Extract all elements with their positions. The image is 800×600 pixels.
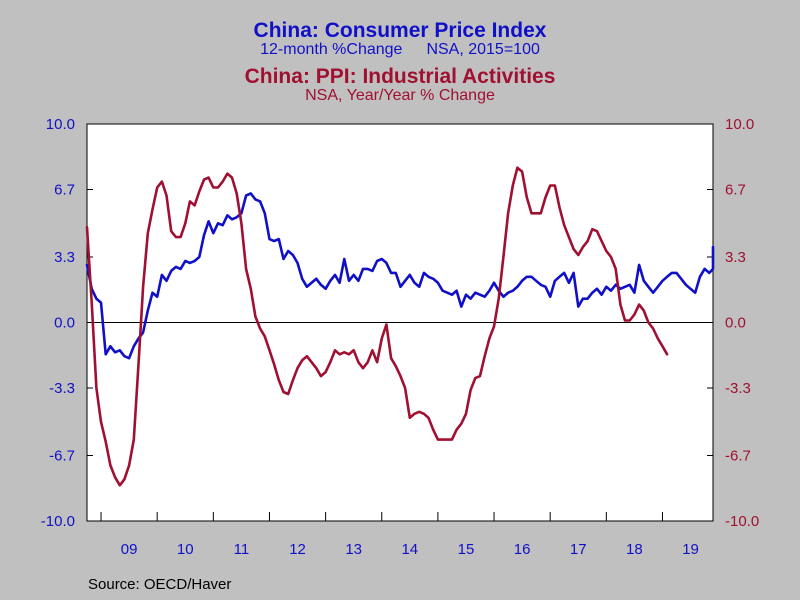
- y-tick-label-right: -3.3: [725, 380, 751, 397]
- y-tick-label-left: 10.0: [46, 116, 75, 133]
- y-tick-label-right: -10.0: [725, 513, 759, 530]
- x-tick-label: 11: [234, 541, 250, 558]
- y-tick-label-left: -10.0: [41, 513, 75, 530]
- source-note: Source: OECD/Haver: [88, 576, 232, 593]
- chart-title: China: Consumer Price Index: [253, 19, 547, 42]
- x-tick-label: 13: [345, 541, 362, 558]
- x-tick-label: 17: [570, 541, 587, 558]
- y-tick-label-left: 6.7: [54, 182, 75, 199]
- subtitle-left: 12-month %Change: [260, 41, 403, 58]
- x-tick-label: 15: [458, 541, 475, 558]
- y-tick-label-right: 10.0: [725, 116, 754, 133]
- y-tick-label-left: 3.3: [54, 249, 75, 266]
- y-tick-label-right: 0.0: [725, 315, 746, 332]
- y-tick-label-left: 0.0: [54, 315, 75, 332]
- y-tick-label-right: 6.7: [725, 182, 746, 199]
- x-tick-label: 09: [121, 541, 138, 558]
- chart-title-2: China: PPI: Industrial Activities: [244, 65, 556, 88]
- x-tick-label: 19: [682, 541, 699, 558]
- chart-subtitle: 12-month %Change NSA, 2015=100: [0, 42, 800, 58]
- x-tick-label: 18: [626, 541, 643, 558]
- series-group: [85, 166, 715, 487]
- y-tick-label-left: -3.3: [49, 380, 75, 397]
- axis-labels: 10.0 10.0 6.7 6.7 3.3 3.3 0.0 0.0 -3.3 -3.3 -6.7 -6…: [41, 116, 759, 558]
- subtitle-right: NSA, 2015=100: [426, 41, 540, 58]
- ppi-series-line: [85, 166, 669, 487]
- x-tick-label: 14: [401, 541, 418, 558]
- axis-ticks: [87, 123, 713, 522]
- cpi-series-line: [85, 192, 715, 360]
- x-tick-label: 12: [289, 541, 306, 558]
- y-tick-label-left: -6.7: [49, 447, 75, 464]
- y-tick-label-right: -6.7: [725, 447, 751, 464]
- x-tick-label: 10: [177, 541, 194, 558]
- y-tick-label-right: 3.3: [725, 249, 746, 266]
- chart-subtitle-2: NSA, Year/Year % Change: [305, 87, 495, 104]
- x-tick-label: 16: [514, 541, 531, 558]
